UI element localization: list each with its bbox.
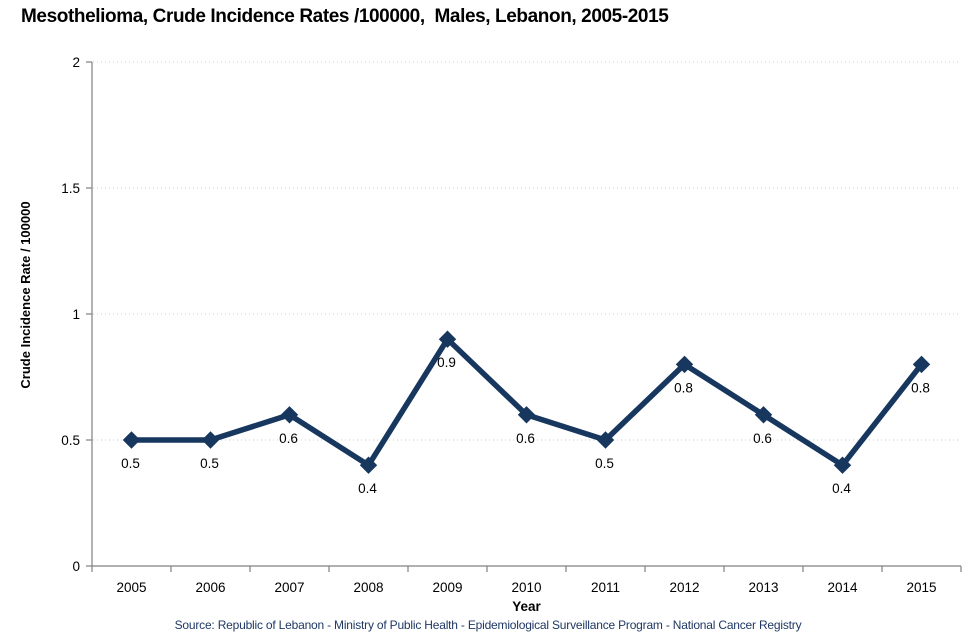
y-tick-label: 1.5 xyxy=(61,181,80,196)
y-tick-label: 2 xyxy=(72,55,80,70)
data-point-label: 0.9 xyxy=(437,355,456,370)
data-point-label: 0.4 xyxy=(832,481,851,496)
x-tick-label: 2011 xyxy=(591,580,620,595)
x-axis-title: Year xyxy=(512,599,541,614)
data-point-label: 0.5 xyxy=(200,456,219,471)
x-tick-label: 2006 xyxy=(195,580,225,595)
source-note: Source: Republic of Lebanon - Ministry o… xyxy=(174,618,802,632)
data-point-label: 0.5 xyxy=(121,456,140,471)
x-tick-label: 2005 xyxy=(116,580,146,595)
y-tick-label: 0.5 xyxy=(61,433,80,448)
x-tick-label: 2014 xyxy=(827,580,858,595)
data-point-marker xyxy=(833,456,852,474)
data-point-marker xyxy=(754,406,773,424)
x-tick-label: 2007 xyxy=(274,580,304,595)
data-point-label: 0.6 xyxy=(753,431,772,446)
data-point-marker xyxy=(201,431,220,449)
data-point-marker xyxy=(596,431,615,449)
data-point-marker xyxy=(122,431,141,449)
y-tick-label: 1 xyxy=(72,307,80,322)
x-tick-label: 2009 xyxy=(432,580,462,595)
data-point-marker xyxy=(517,406,536,424)
data-point-label: 0.4 xyxy=(358,481,377,496)
y-tick-label: 0 xyxy=(72,559,80,574)
data-point-marker xyxy=(675,355,694,374)
x-tick-label: 2015 xyxy=(906,580,936,595)
data-point-label: 0.5 xyxy=(595,456,614,471)
chart-title: Mesothelioma, Crude Incidence Rates /100… xyxy=(21,6,669,27)
data-point-label: 0.8 xyxy=(911,380,930,395)
x-tick-label: 2008 xyxy=(353,580,383,595)
x-tick-label: 2013 xyxy=(748,580,778,595)
data-point-marker xyxy=(280,406,299,424)
data-point-marker xyxy=(912,355,931,374)
data-point-label: 0.8 xyxy=(674,380,693,395)
data-point-label: 0.6 xyxy=(279,431,298,446)
x-tick-label: 2012 xyxy=(669,580,699,595)
series-line xyxy=(128,336,925,468)
x-tick-label: 2010 xyxy=(511,580,541,595)
data-point-marker xyxy=(438,330,457,348)
data-point-label: 0.6 xyxy=(516,431,535,446)
data-point-marker xyxy=(359,456,378,474)
